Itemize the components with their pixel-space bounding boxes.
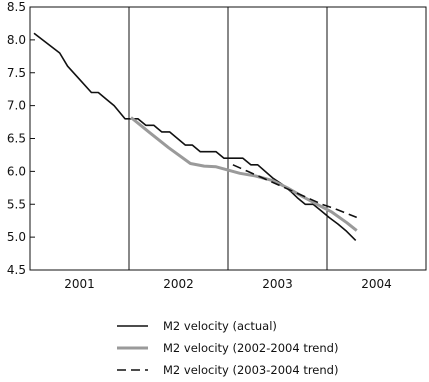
y-tick-label-2: 5.5	[7, 197, 26, 211]
x-axis: 2001 2002 2003 2004	[64, 277, 392, 291]
series-line-2	[232, 164, 357, 219]
series-group	[33, 32, 358, 241]
legend-label-2: M2 velocity (2003-2004 trend)	[163, 363, 338, 377]
plot-area	[29, 6, 427, 271]
x-tick-label-2003: 2003	[262, 277, 293, 291]
y-tick-label-8: 8.5	[7, 0, 26, 14]
legend: M2 velocity (actual) M2 velocity (2002-20…	[117, 319, 338, 377]
series-line-1	[130, 116, 358, 232]
y-tick-label-0: 4.5	[7, 263, 26, 277]
y-tick-label-1: 5.0	[7, 230, 26, 244]
x-tick-label-2002: 2002	[163, 277, 194, 291]
y-tick-label-5: 7.0	[7, 99, 26, 113]
legend-label-0: M2 velocity (actual)	[163, 319, 277, 333]
x-tick-label-2001: 2001	[64, 277, 95, 291]
y-tick-label-3: 6.0	[7, 164, 26, 178]
y-tick-label-7: 8.0	[7, 33, 26, 47]
y-axis: 4.5 5.0 5.5 6.0 6.5 7.0 7.5 8.0 8.5	[7, 0, 35, 277]
legend-label-1: M2 velocity (2002-2004 trend)	[163, 341, 338, 355]
y-tick-label-4: 6.5	[7, 132, 26, 146]
series-line-0	[33, 32, 357, 241]
x-tick-label-2004: 2004	[361, 277, 392, 291]
y-tick-label-6: 7.5	[7, 66, 26, 80]
